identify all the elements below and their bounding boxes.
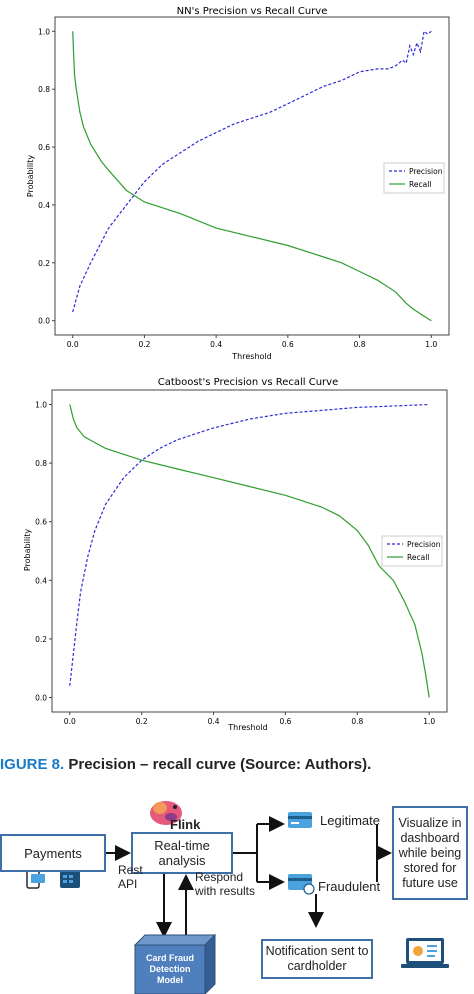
credit-card-icon xyxy=(288,812,312,828)
legend-box xyxy=(381,535,443,567)
x-axis-label: Threshold xyxy=(231,352,271,361)
series-line-recall xyxy=(69,404,430,698)
credit-card-alert-icon xyxy=(288,874,315,895)
y-tick-label: 0.6 xyxy=(35,518,47,527)
y-tick-label: 0.6 xyxy=(38,143,50,152)
series-line-precision xyxy=(72,30,432,313)
chart-title: NN's Precision vs Recall Curve xyxy=(177,6,328,17)
x-tick-label: 0.2 xyxy=(138,340,150,349)
y-tick-label: 0.8 xyxy=(38,85,50,94)
y-ticks: 0.0 0.2 0.4 0.6 0.8 1.0 xyxy=(38,27,55,326)
legend: Precision Recall xyxy=(381,535,443,567)
y-axis-label: Probability xyxy=(23,529,32,572)
x-tick-label: 0.2 xyxy=(136,717,148,726)
catboost-chart-svg: Catboost's Precision vs Recall Curve 0.0… xyxy=(23,377,448,732)
x-ticks: 0.0 0.2 0.4 0.6 0.8 1.0 xyxy=(67,335,437,349)
nn-chart-svg: NN's Precision vs Recall Curve 0.0 0.2 0.4… xyxy=(26,6,450,361)
x-tick-label: 0.0 xyxy=(64,717,76,726)
figure-caption: IGURE 8. Precision – recall curve (Sourc… xyxy=(0,756,371,773)
figure-caption-text: Precision – recall curve (Source: Author… xyxy=(68,756,372,773)
analysis-box: Real-time analysis xyxy=(131,832,233,874)
x-axis-label: Threshold xyxy=(227,723,267,732)
legend: Precision Recall xyxy=(383,162,445,194)
y-tick-label: 1.0 xyxy=(38,27,50,36)
legend-box xyxy=(383,162,445,194)
y-tick-label: 0.2 xyxy=(35,635,47,644)
axes-frame xyxy=(54,16,450,336)
payments-box: Payments xyxy=(0,834,106,872)
chart-title: Catboost's Precision vs Recall Curve xyxy=(158,377,339,388)
x-tick-label: 0.4 xyxy=(208,717,220,726)
x-tick-label: 0.8 xyxy=(351,717,363,726)
x-tick-label: 0.8 xyxy=(354,340,366,349)
series-line-precision xyxy=(69,403,430,686)
legend-recall-label: Recall xyxy=(409,180,431,189)
series-group xyxy=(69,403,430,698)
figure-label: IGURE 8. xyxy=(0,756,65,773)
visualize-label: Visualize in dashboard while being store… xyxy=(398,815,462,890)
x-tick-label: 0.6 xyxy=(282,340,294,349)
catboost-precision-recall-chart: Catboost's Precision vs Recall Curve 0.0… xyxy=(0,372,474,742)
rest-api-label: Rest API xyxy=(118,863,143,891)
visualize-box: Visualize in dashboard while being store… xyxy=(392,806,468,900)
flink-logo-text: Flink xyxy=(170,817,201,832)
dashboard-laptop-icon xyxy=(401,938,449,968)
fraud-detection-architecture-diagram: Payments Flink Real-time analysis Legiti… xyxy=(0,790,474,994)
notification-label: Notification sent to cardholder xyxy=(265,944,369,973)
y-tick-label: 0.4 xyxy=(35,576,47,585)
legend-precision-label: Precision xyxy=(407,540,441,549)
y-ticks: 0.0 0.2 0.4 0.6 0.8 1.0 xyxy=(35,400,52,703)
x-tick-label: 0.0 xyxy=(67,340,79,349)
x-tick-label: 1.0 xyxy=(423,717,435,726)
legend-recall-label: Recall xyxy=(407,553,429,562)
respond-label: Respond with results xyxy=(195,870,256,898)
payments-label: Payments xyxy=(24,845,82,861)
analysis-label: Real-time analysis xyxy=(154,838,210,868)
x-ticks: 0.0 0.2 0.4 0.6 0.8 1.0 xyxy=(64,712,435,726)
fraudulent-label: Fraudulent xyxy=(318,879,381,894)
y-tick-label: 0.8 xyxy=(35,459,47,468)
legend-precision-label: Precision xyxy=(409,167,443,176)
y-tick-label: 0.0 xyxy=(35,694,47,703)
legitimate-label: Legitimate xyxy=(320,813,380,828)
notification-box: Notification sent to cardholder xyxy=(261,939,373,979)
axes-frame xyxy=(51,389,448,713)
model-label: Card Fraud Detection Model xyxy=(145,953,194,985)
y-tick-label: 0.2 xyxy=(38,259,50,268)
x-tick-label: 0.6 xyxy=(279,717,291,726)
y-tick-label: 1.0 xyxy=(35,400,47,409)
y-axis-label: Probability xyxy=(26,155,35,198)
flink-logo-icon xyxy=(150,801,182,825)
series-line-recall xyxy=(72,31,432,322)
y-tick-label: 0.4 xyxy=(38,201,50,210)
series-group xyxy=(72,30,432,322)
nn-precision-recall-chart: NN's Precision vs Recall Curve 0.0 0.2 0.4… xyxy=(0,0,474,362)
x-tick-label: 1.0 xyxy=(425,340,437,349)
detection-model-box xyxy=(133,933,217,994)
x-tick-label: 0.4 xyxy=(210,340,222,349)
y-tick-label: 0.0 xyxy=(38,317,50,326)
